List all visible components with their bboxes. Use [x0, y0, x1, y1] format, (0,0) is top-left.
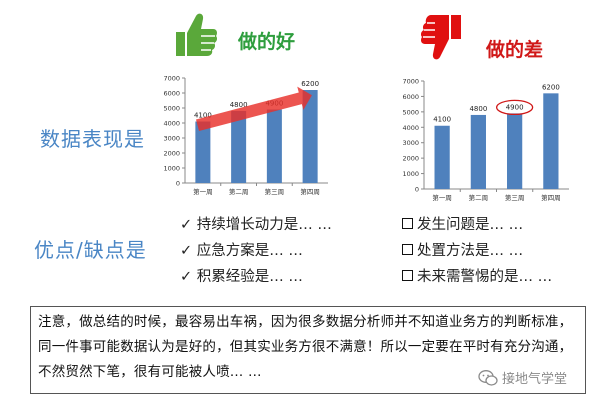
- y-tick-label: 2000: [163, 150, 180, 158]
- y-tick-label: 5000: [163, 105, 180, 113]
- bar: [302, 90, 318, 183]
- x-tick-label: 第四周: [541, 193, 561, 202]
- bar: [231, 111, 247, 183]
- y-tick-label: 6000: [163, 90, 180, 98]
- square-icon: [402, 218, 413, 229]
- good-bar-chart: 0 1000 2000 3000 4000 5000 6000 7000 4100 第一周 4800…: [163, 75, 328, 196]
- good-points-list: ✓ 持续增长动力是… … ✓ 应急方案是… … ✓ 积累经验是… …: [180, 213, 332, 291]
- bad-points-list: 发生问题是… … 处置方法是… … 未来需警惕的是… …: [402, 213, 552, 291]
- check-icon: ✓: [180, 243, 197, 259]
- x-tick-label: 第二周: [469, 193, 489, 202]
- thumbs-up-icon: [176, 13, 218, 57]
- bar: [470, 114, 486, 189]
- thumbs-down-icon: [421, 15, 461, 60]
- y-tick-label: 1000: [402, 170, 419, 178]
- x-tick-label: 第四周: [300, 187, 320, 196]
- bad-title: 做的差: [486, 39, 544, 61]
- bar: [266, 109, 282, 183]
- check-icon: ✓: [180, 269, 197, 285]
- x-tick-label: 第一周: [193, 187, 213, 196]
- good-point: ✓ 积累经验是… …: [180, 269, 303, 285]
- y-tick-label: 0: [415, 186, 419, 194]
- y-tick-label: 6000: [402, 93, 419, 101]
- data-label: 4900: [506, 103, 524, 111]
- bad-point: 未来需警惕的是… …: [402, 265, 552, 291]
- y-tick-label: 4000: [402, 124, 419, 132]
- data-label: 4800: [230, 101, 248, 109]
- data-label: 4100: [194, 112, 212, 120]
- y-tick-label: 5000: [402, 108, 419, 116]
- bad-bar-chart: 0 1000 2000 3000 4000 5000 6000 7000 4100 第一周 4800…: [402, 78, 569, 202]
- good-title: 做的好: [238, 31, 296, 53]
- highlight-circle: [495, 99, 534, 116]
- check-icon: ✓: [180, 217, 197, 233]
- y-tick-label: 3000: [402, 139, 419, 147]
- square-icon: [402, 270, 413, 281]
- x-tick-label: 第三周: [265, 187, 285, 196]
- data-label: 4800: [469, 105, 487, 113]
- y-tick-label: 0: [176, 180, 180, 188]
- y-tick-label: 7000: [163, 75, 180, 83]
- square-icon: [402, 244, 413, 255]
- y-tick-label: 4000: [163, 120, 180, 128]
- data-label: 6200: [301, 80, 319, 88]
- x-tick-label: 第二周: [229, 187, 249, 196]
- wechat-icon: [478, 369, 498, 386]
- x-tick-label: 第一周: [432, 193, 452, 202]
- watermark: 接地气学堂: [478, 368, 567, 387]
- pros-cons-label: 优点/缺点是: [34, 238, 147, 262]
- y-tick-label: 2000: [402, 155, 419, 163]
- bad-point: 发生问题是… …: [402, 213, 552, 239]
- data-label: 6200: [542, 83, 560, 91]
- data-label: 4100: [433, 116, 451, 124]
- note-text: 注意，做总结的时候，最容易出车祸，因为很多数据分析师并不知道业务方的判断标准，同…: [38, 314, 573, 380]
- bar: [507, 113, 523, 189]
- trend-arrow: [195, 86, 312, 132]
- good-point: ✓ 持续增长动力是… …: [180, 217, 332, 233]
- bar: [434, 125, 450, 189]
- good-point: ✓ 应急方案是… …: [180, 243, 303, 259]
- x-tick-label: 第三周: [505, 193, 525, 202]
- y-tick-label: 3000: [163, 135, 180, 143]
- bad-point: 处置方法是… …: [402, 239, 552, 265]
- y-tick-label: 7000: [402, 78, 419, 86]
- bar: [543, 93, 559, 189]
- data-performance-label: 数据表现是: [40, 127, 145, 151]
- y-tick-label: 1000: [163, 165, 180, 173]
- bar: [195, 121, 211, 183]
